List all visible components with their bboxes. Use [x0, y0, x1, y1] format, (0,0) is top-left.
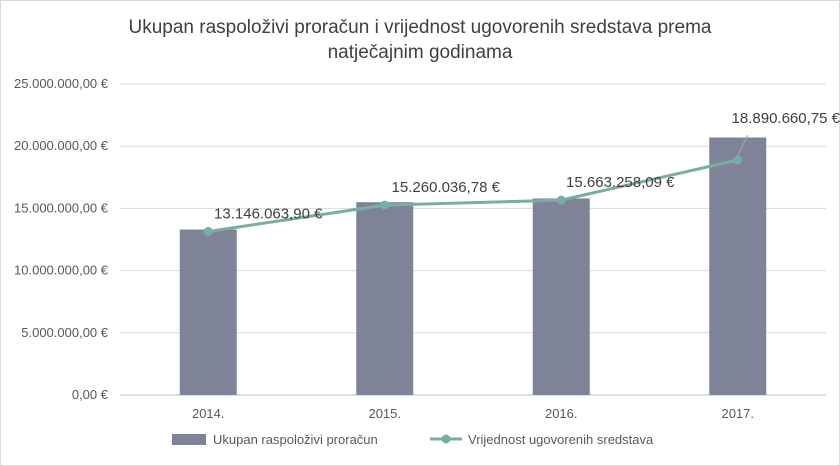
bar — [532, 198, 590, 395]
legend-bar-label: Ukupan raspoloživi proračun — [213, 432, 378, 447]
y-tick-label: 15.000.000,00 € — [14, 200, 109, 215]
data-label: 13.146.063,90 € — [214, 205, 323, 222]
legend-bar-swatch — [172, 434, 206, 445]
data-label: 18.890.660,75 € — [732, 110, 840, 127]
data-label: 15.663.258,09 € — [566, 174, 675, 191]
x-tick-label: 2015. — [368, 406, 401, 421]
y-tick-label: 10.000.000,00 € — [14, 263, 109, 278]
y-tick-label: 0,00 € — [72, 387, 109, 402]
y-tick-label: 25.000.000,00 € — [14, 76, 109, 91]
legend-line-marker — [441, 434, 451, 444]
line-marker — [733, 155, 743, 165]
x-tick-label: 2016. — [545, 406, 578, 421]
data-label: 15.260.036,78 € — [392, 179, 501, 196]
line-marker — [203, 226, 213, 236]
x-tick-label: 2017. — [721, 406, 754, 421]
bar — [179, 229, 237, 395]
y-tick-label: 20.000.000,00 € — [14, 138, 109, 153]
x-tick-label: 2014. — [192, 406, 225, 421]
bar — [356, 202, 414, 395]
chart-title-line-1: Ukupan raspoloživi proračun i vrijednost… — [128, 17, 712, 38]
y-tick-label: 5.000.000,00 € — [21, 325, 109, 340]
bar — [709, 137, 767, 395]
chart-title-line-2: natječajnim godinama — [327, 42, 513, 63]
series-line — [208, 158, 739, 233]
line-marker — [556, 195, 566, 205]
line-marker — [380, 200, 390, 210]
data-label-leader-line — [737, 134, 749, 157]
chart-title: Ukupan raspoloživi proračun i vrijednost… — [1, 15, 839, 65]
legend-line-label: Vrijednost ugovorenih sredstava — [468, 432, 654, 447]
